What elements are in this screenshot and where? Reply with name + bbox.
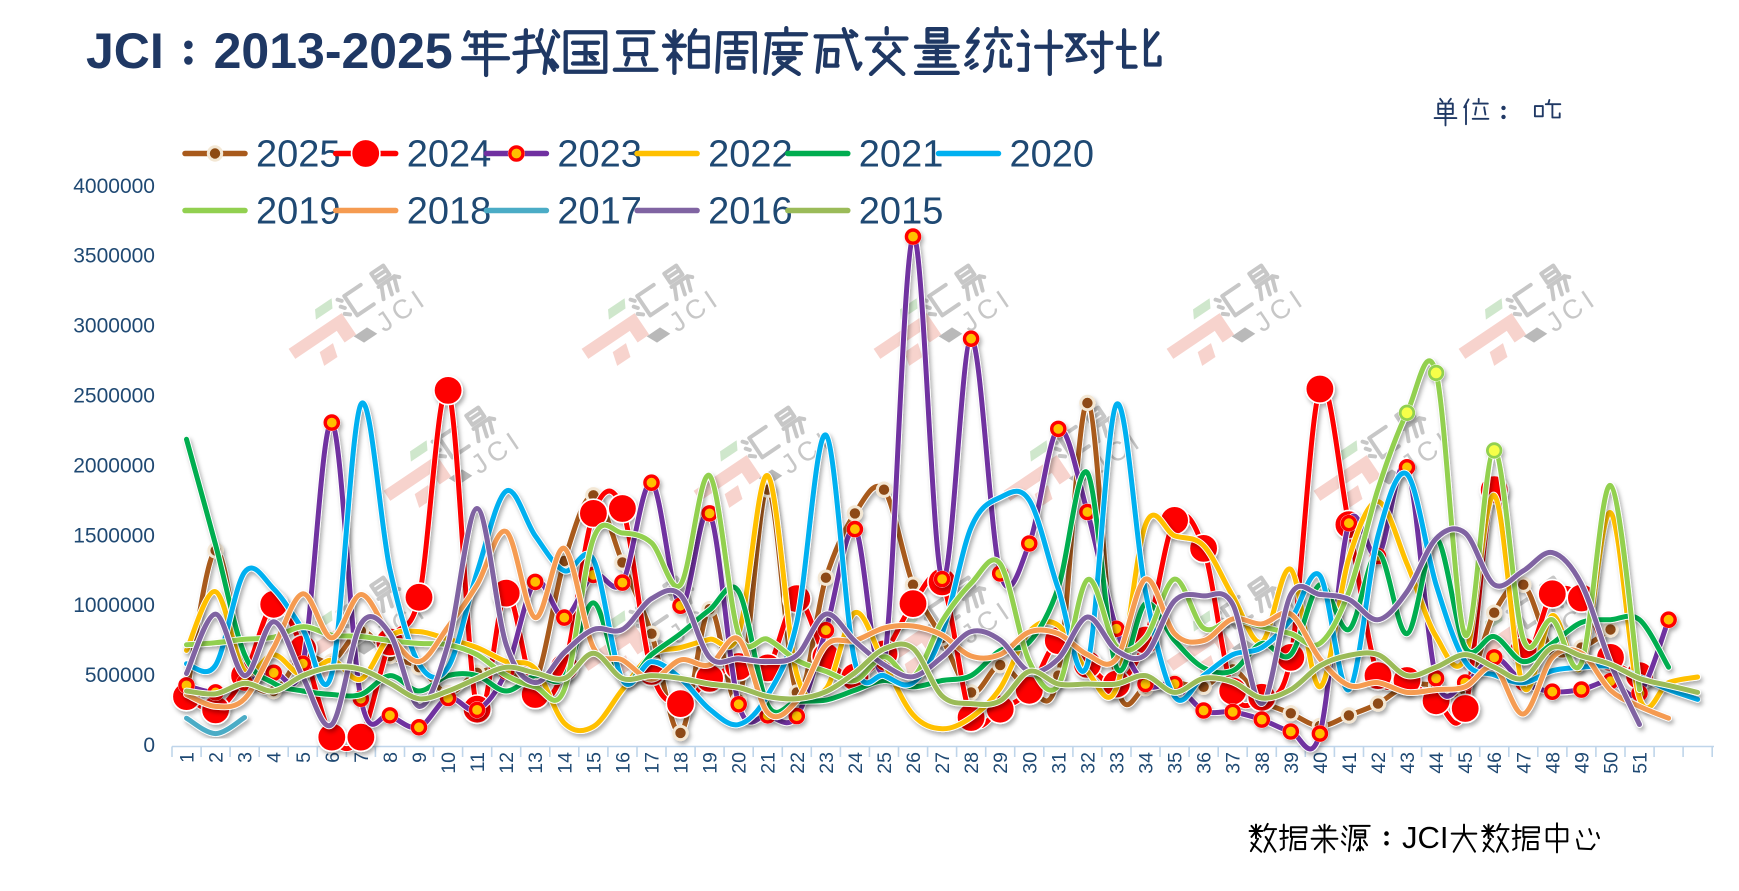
svg-text:42: 42 xyxy=(1368,752,1390,774)
svg-text:2015: 2015 xyxy=(859,191,944,233)
svg-text:0: 0 xyxy=(143,734,155,757)
svg-text:2000000: 2000000 xyxy=(73,454,155,477)
svg-text:38: 38 xyxy=(1252,752,1274,774)
svg-text:49: 49 xyxy=(1571,752,1593,774)
svg-text:46: 46 xyxy=(1484,752,1506,774)
svg-text:35: 35 xyxy=(1165,752,1187,774)
svg-text:15: 15 xyxy=(583,752,605,774)
svg-text:11: 11 xyxy=(467,752,489,772)
svg-text:30: 30 xyxy=(1019,752,1041,774)
svg-text:48: 48 xyxy=(1542,752,1564,774)
svg-text:40: 40 xyxy=(1310,752,1332,774)
svg-text:21: 21 xyxy=(758,752,780,774)
svg-text:17: 17 xyxy=(642,752,664,774)
svg-text:2018: 2018 xyxy=(407,191,492,233)
svg-text:2019: 2019 xyxy=(256,191,341,233)
svg-text:27: 27 xyxy=(932,752,954,774)
svg-text:2022: 2022 xyxy=(708,134,793,176)
svg-text:31: 31 xyxy=(1048,752,1070,774)
svg-text:36: 36 xyxy=(1194,752,1216,774)
svg-text:2017: 2017 xyxy=(557,191,642,233)
svg-text:4: 4 xyxy=(264,752,286,763)
svg-text:32: 32 xyxy=(1077,752,1099,774)
svg-text:3000000: 3000000 xyxy=(73,315,155,338)
svg-text:2021: 2021 xyxy=(859,134,944,176)
svg-text:37: 37 xyxy=(1223,752,1245,774)
svg-text:50: 50 xyxy=(1601,752,1623,774)
svg-text:14: 14 xyxy=(554,752,576,774)
svg-text:34: 34 xyxy=(1136,752,1158,774)
svg-text:2024: 2024 xyxy=(407,134,492,176)
svg-text:500000: 500000 xyxy=(85,664,155,687)
svg-text:3500000: 3500000 xyxy=(73,245,155,268)
svg-text:2016: 2016 xyxy=(708,191,793,233)
svg-text:6: 6 xyxy=(322,752,344,763)
svg-text:2023: 2023 xyxy=(557,134,642,176)
svg-text:5: 5 xyxy=(293,752,315,763)
svg-text:16: 16 xyxy=(612,752,634,774)
svg-text:10: 10 xyxy=(438,752,460,774)
svg-text:33: 33 xyxy=(1106,752,1128,774)
svg-text:1000000: 1000000 xyxy=(73,594,155,617)
svg-text:44: 44 xyxy=(1426,752,1448,774)
svg-text:1500000: 1500000 xyxy=(73,524,155,547)
svg-text:45: 45 xyxy=(1455,752,1477,774)
svg-text:13: 13 xyxy=(525,752,547,774)
svg-text:18: 18 xyxy=(671,752,693,774)
svg-text:2013-2025: 2013-2025 xyxy=(214,23,453,79)
svg-text:22: 22 xyxy=(787,752,809,774)
svg-text:JCI: JCI xyxy=(1402,820,1449,855)
svg-text:4000000: 4000000 xyxy=(73,175,155,198)
svg-text:2020: 2020 xyxy=(1010,134,1095,176)
svg-text:2025: 2025 xyxy=(256,134,341,176)
svg-text:7: 7 xyxy=(351,752,373,763)
svg-text:3: 3 xyxy=(235,752,257,763)
svg-text:47: 47 xyxy=(1513,752,1535,774)
svg-text:41: 41 xyxy=(1339,752,1361,774)
svg-text:24: 24 xyxy=(845,752,867,774)
svg-text:JCI: JCI xyxy=(86,23,164,79)
svg-text:12: 12 xyxy=(496,752,518,774)
svg-text:19: 19 xyxy=(700,752,722,774)
svg-text:20: 20 xyxy=(729,752,751,774)
svg-text:29: 29 xyxy=(990,752,1012,774)
svg-text:51: 51 xyxy=(1630,752,1652,774)
svg-text:43: 43 xyxy=(1397,752,1419,774)
svg-text:25: 25 xyxy=(874,752,896,774)
svg-text:9: 9 xyxy=(409,752,431,763)
svg-text:1: 1 xyxy=(177,752,199,763)
svg-text:28: 28 xyxy=(961,752,983,774)
svg-text:2: 2 xyxy=(206,752,228,763)
svg-text:26: 26 xyxy=(903,752,925,774)
svg-text:39: 39 xyxy=(1281,752,1303,774)
svg-text:23: 23 xyxy=(816,752,838,774)
svg-text:8: 8 xyxy=(380,752,402,763)
svg-text:2500000: 2500000 xyxy=(73,385,155,408)
